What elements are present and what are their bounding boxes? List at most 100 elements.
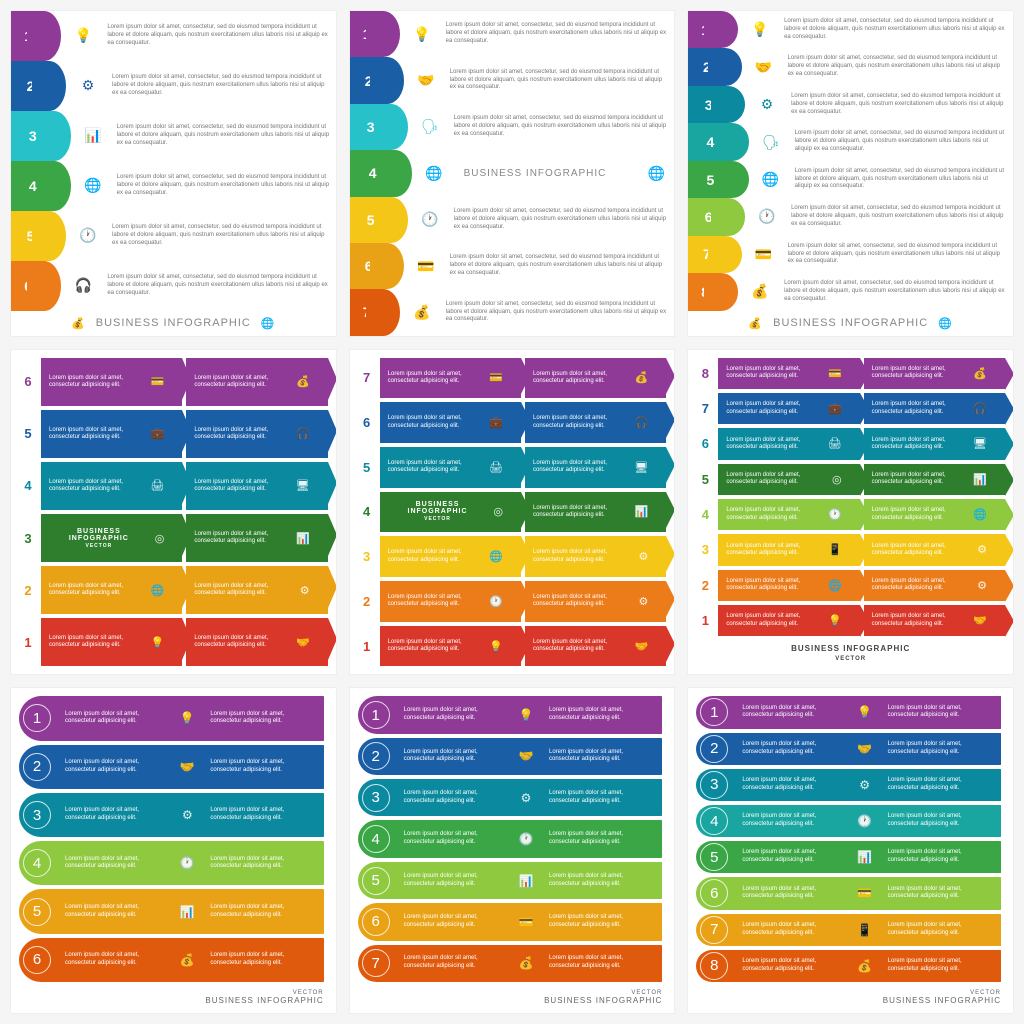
bulb-icon: 💡 [404, 26, 440, 43]
briefcase-icon: 💼 [828, 402, 842, 415]
bag-icon: 💰 [973, 367, 987, 380]
bulb-icon: 💡 [65, 27, 101, 44]
clock-icon: 🕐 [828, 508, 842, 521]
cell-text: Lorem ipsum dolor sit amet, consectetur … [882, 849, 993, 865]
round-row: 2Lorem ipsum dolor sit amet, consectetur… [358, 738, 663, 775]
row-number: 3 [696, 534, 714, 565]
row-number: 1 [358, 626, 376, 667]
bag-icon: 💰 [404, 304, 440, 321]
bar-text: Lorem ipsum dolor sit amet, consectetur … [872, 437, 967, 451]
row-number: 4 [19, 462, 37, 510]
gear-icon: ⚙ [749, 96, 785, 113]
bar-text: Lorem ipsum dolor sit amet, consectetur … [49, 427, 145, 441]
row-number: 1 [696, 605, 714, 636]
bulb-icon: 💡 [742, 21, 778, 38]
bar-text: Lorem ipsum dolor sit amet, consectetur … [194, 375, 290, 389]
gear-icon: ⚙ [70, 77, 106, 94]
arrow-infographic: 7Lorem ipsum dolor sit amet, consectetur… [349, 349, 676, 676]
arrow-row: 1 Lorem ipsum dolor sit amet, consectetur… [696, 605, 1005, 636]
bar-text: Lorem ipsum dolor sit amet, consectetur … [726, 507, 822, 521]
round-row: 1Lorem ipsum dolor sit amet, consectetur… [19, 696, 324, 740]
circle-number: 5 [23, 898, 51, 926]
bar-text: Lorem ipsum dolor sit amet, consectetur … [726, 472, 826, 486]
arrow-bar: Lorem ipsum dolor sit amet, consectetur … [380, 447, 521, 488]
bar-text: Lorem ipsum dolor sit amet, consectetur … [388, 460, 483, 474]
globe-icon: 🌐 [489, 550, 503, 563]
bar-text: Lorem ipsum dolor sit amet, consectetur … [726, 613, 822, 627]
arrow-bar: Lorem ipsum dolor sit amet, consectetur … [186, 618, 327, 666]
row-number: 8 [696, 358, 714, 389]
arc-number-segment: 1 [11, 11, 45, 61]
arc-infographic: 1💡Lorem ipsum dolor sit amet, consectetu… [687, 10, 1014, 337]
arrow-row: 3 Lorem ipsum dolor sit amet, consectetur… [696, 534, 1005, 565]
gear-icon: ⚙ [856, 778, 874, 792]
arc-row: 1💡Lorem ipsum dolor sit amet, consectetu… [350, 11, 675, 57]
handshake-icon: 🤝 [408, 72, 444, 89]
round-row: 6Lorem ipsum dolor sit amet, consectetur… [696, 877, 1001, 909]
panel-title: BUSINESS INFOGRAPHICVECTOR [696, 640, 1005, 666]
bar-text: Lorem ipsum dolor sit amet, consectetur … [533, 371, 629, 385]
bar-text: Lorem ipsum dolor sit amet, consectetur … [726, 543, 822, 557]
rounded-infographic: 1 Lorem ipsum dolor sit amet, consectetur… [349, 687, 676, 1014]
printer-icon: 🖨 [150, 479, 164, 492]
arrow-bar: Lorem ipsum dolor sit amet, consectetur … [718, 534, 859, 565]
cell-text: Lorem ipsum dolor sit amet, consectetur … [882, 813, 993, 829]
bar-text: Lorem ipsum dolor sit amet, consectetur … [872, 472, 968, 486]
arc-number-segment: 2 [11, 61, 50, 111]
row-number: 5 [19, 410, 37, 458]
bag-icon: 💰 [748, 317, 763, 330]
arrow-row: 4BUSINESS INFOGRAPHICVECTOR◎Lorem ipsum … [358, 492, 667, 533]
circle-number: 7 [700, 916, 728, 944]
row-text: Lorem ipsum dolor sit amet, consectetur,… [106, 74, 336, 97]
arc-number-segment: 4 [11, 161, 55, 211]
cell-text: Lorem ipsum dolor sit amet, consectetur … [59, 711, 170, 727]
arrow-row: 5 Lorem ipsum dolor sit amet, consectetur… [19, 410, 328, 458]
target-icon: ◎ [832, 473, 842, 486]
arrow-bar: Lorem ipsum dolor sit amet, consectetur … [380, 626, 521, 667]
arrow-row: 3Lorem ipsum dolor sit amet, consectetur… [358, 536, 667, 577]
round-row: 5Lorem ipsum dolor sit amet, consectetur… [696, 841, 1001, 873]
arc-number-segment: 5 [11, 211, 50, 261]
gear-icon: ⚙ [300, 584, 310, 597]
card-icon: 💳 [746, 246, 782, 263]
arc-number-segment: 3 [11, 111, 55, 161]
clock-icon: 🕐 [489, 595, 503, 608]
handshake-icon: 🤝 [178, 760, 196, 774]
bar-text: Lorem ipsum dolor sit amet, consectetur … [388, 639, 484, 653]
cell-text: Lorem ipsum dolor sit amet, consectetur … [398, 707, 509, 723]
row-text: Lorem ipsum dolor sit amet, consectetur,… [448, 208, 675, 231]
arc-number-segment: 6 [11, 261, 45, 311]
arc-row: 7💰Lorem ipsum dolor sit amet, consectetu… [350, 289, 675, 335]
row-text: Lorem ipsum dolor sit amet, consectetur,… [782, 55, 1013, 78]
bulb-icon: 💡 [856, 705, 874, 719]
arrow-row: 8Lorem ipsum dolor sit amet, consectetur… [696, 358, 1005, 389]
chart-icon: 📊 [973, 473, 987, 486]
panel-title: BUSINESS INFOGRAPHICVECTOR [49, 528, 149, 549]
gear-icon: ⚙ [638, 550, 648, 563]
arrow-bar: Lorem ipsum dolor sit amet, consectetur … [380, 581, 521, 622]
row-number: 1 [19, 618, 37, 666]
row-text: Lorem ipsum dolor sit amet, consectetur,… [106, 224, 336, 247]
bulb-icon: 💡 [178, 711, 196, 725]
bar-text: Lorem ipsum dolor sit amet, consectetur … [726, 401, 822, 415]
card-icon: 💳 [151, 375, 165, 388]
globe-icon: 🌐 [753, 171, 789, 188]
card-icon: 💳 [408, 258, 444, 275]
arc-row: 1💡Lorem ipsum dolor sit amet, consectetu… [11, 11, 336, 61]
circle-number: 2 [23, 753, 51, 781]
arrow-bar: Lorem ipsum dolor sit amet, consectetur … [41, 462, 182, 510]
cell-text: Lorem ipsum dolor sit amet, consectetur … [204, 904, 315, 920]
chart-icon: 📊 [178, 905, 196, 919]
cell-text: Lorem ipsum dolor sit amet, consectetur … [204, 952, 315, 968]
arrow-bar: Lorem ipsum dolor sit amet, consectetur … [525, 358, 666, 399]
arrow-row: 2Lorem ipsum dolor sit amet, consectetur… [358, 581, 667, 622]
panel-title: BUSINESS INFOGRAPHIC [452, 168, 619, 179]
chart-icon: 📊 [856, 850, 874, 864]
row-text: Lorem ipsum dolor sit amet, consectetur,… [778, 280, 1013, 303]
clock-icon: 🕐 [749, 208, 785, 225]
headset-icon: 🎧 [973, 402, 987, 415]
circle-number: 1 [362, 701, 390, 729]
head-icon: 🗣 [753, 134, 789, 151]
round-row: 5 Lorem ipsum dolor sit amet, consectetur… [19, 889, 324, 933]
arc-number-segment: 1 [350, 11, 384, 57]
